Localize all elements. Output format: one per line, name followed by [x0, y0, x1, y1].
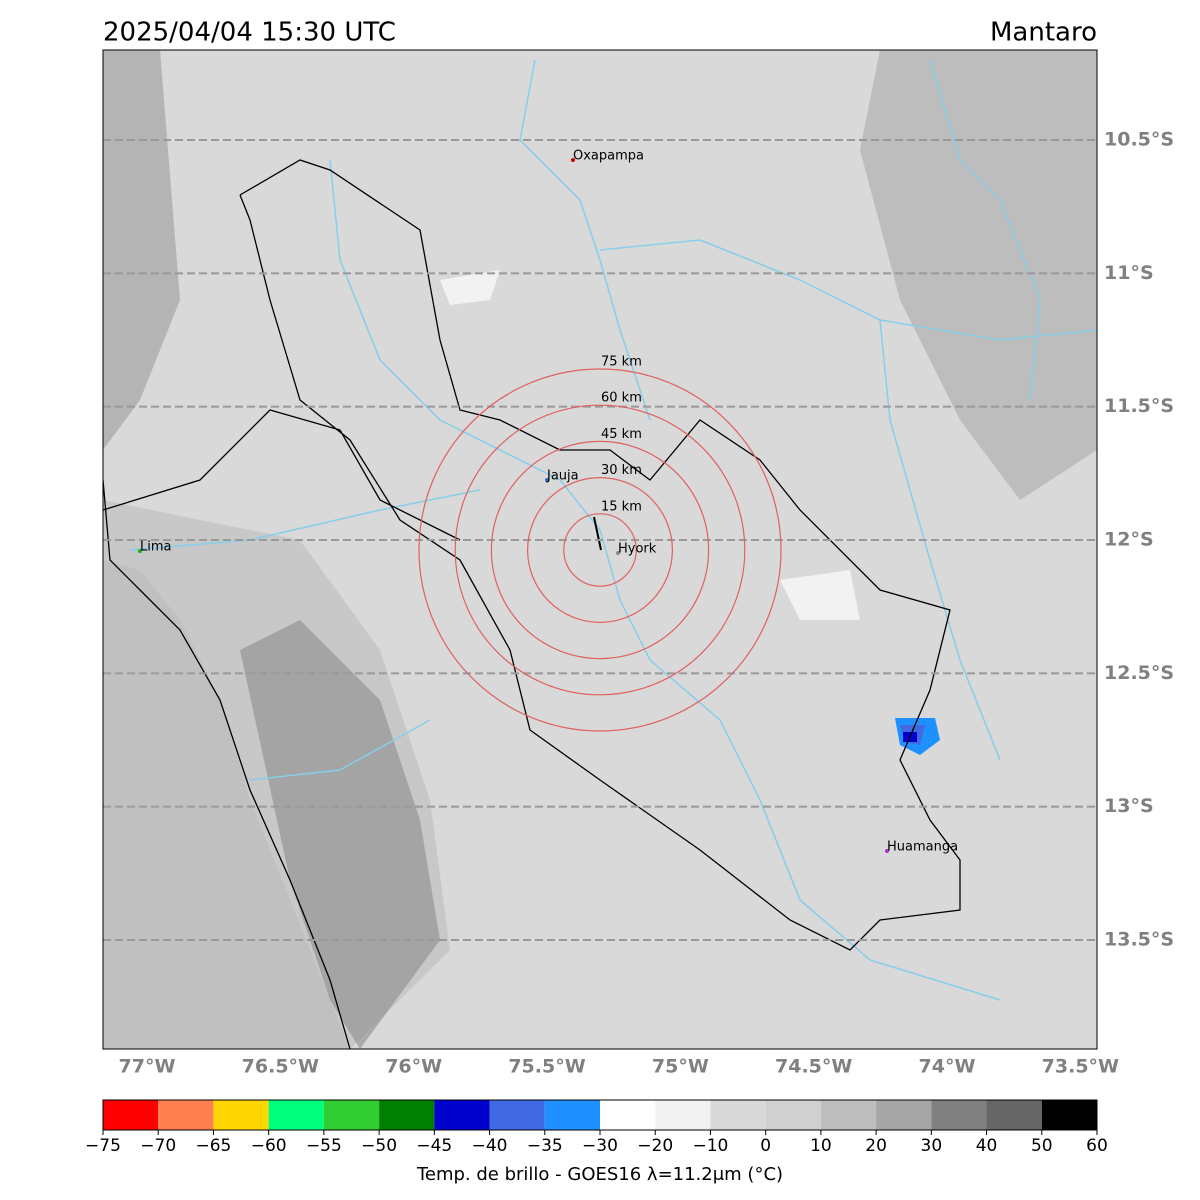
ring-label: 60 km — [601, 391, 642, 406]
colorbar-segment — [986, 1100, 1042, 1130]
colorbar-tick-label: −55 — [306, 1136, 342, 1156]
colorbar-segment — [213, 1100, 269, 1130]
lat-label: 12°S — [1104, 529, 1154, 551]
lat-label: 13°S — [1104, 795, 1154, 817]
place-label: Lima — [140, 540, 171, 555]
track — [593, 516, 602, 551]
lon-label: 75.5°W — [508, 1056, 585, 1078]
region-name: Mantaro — [990, 18, 1097, 48]
colorbar-segment — [434, 1100, 490, 1130]
lat-label: 11.5°S — [1104, 395, 1174, 417]
range-ring — [454, 404, 746, 696]
lon-label: 75°W — [652, 1056, 709, 1078]
ring-label: 75 km — [601, 355, 642, 370]
place-marker — [616, 551, 620, 555]
lon-label: 77°W — [119, 1056, 176, 1078]
coastline — [103, 479, 351, 1049]
colorbar-segment — [820, 1100, 877, 1130]
colorbar-segment — [765, 1100, 821, 1130]
colorbar-tick-label: −30 — [582, 1136, 618, 1156]
place-label: Jauja — [546, 469, 579, 484]
colorbar-segment — [600, 1100, 656, 1130]
colorbar-label: Temp. de brillo - GOES16 λ=11.2μm (°C) — [416, 1164, 783, 1185]
place-marker — [545, 478, 549, 482]
colorbar-tick-label: 20 — [865, 1136, 887, 1156]
colorbar-tick-label: −10 — [692, 1136, 728, 1156]
range-ring — [526, 477, 673, 624]
overlay: 10.5°S 11°S 11.5°S 12°S 12.5°S 13°S 13.5°S 77°W… — [85, 129, 1174, 1157]
lon-label: 73.5°W — [1042, 1056, 1119, 1078]
place-marker — [885, 849, 889, 853]
colorbar-tick-label: −40 — [472, 1136, 508, 1156]
colorbar-tick-label: 0 — [760, 1136, 771, 1156]
map-image — [103, 50, 1097, 1049]
ring-label: 30 km — [601, 463, 642, 478]
colorbar-tick-label: 30 — [921, 1136, 943, 1156]
cold-patch — [860, 50, 1097, 500]
lon-label: 74.5°W — [775, 1056, 852, 1078]
colorbar-segment — [876, 1100, 932, 1130]
colorbar-tick-label: 50 — [1031, 1136, 1053, 1156]
colorbar-segment — [655, 1100, 711, 1130]
warm-patch — [440, 270, 500, 305]
lon-label: 74°W — [919, 1056, 976, 1078]
map-frame — [102, 49, 1098, 1050]
range-ring — [563, 513, 637, 587]
colorbar-tick-label: −50 — [361, 1136, 397, 1156]
colorbar-tick-label: −65 — [195, 1136, 231, 1156]
lat-label: 13.5°S — [1104, 929, 1174, 951]
colorbar-tick-label: −60 — [251, 1136, 287, 1156]
colorbar-segment — [710, 1100, 766, 1130]
place-label: Hyork — [618, 542, 657, 557]
lon-label: 76°W — [385, 1056, 442, 1078]
colorbar-tick-label: −75 — [85, 1136, 121, 1156]
colorbar-tick-label: −20 — [637, 1136, 673, 1156]
colorbar-tick-label: −45 — [416, 1136, 452, 1156]
place-label: Oxapampa — [573, 149, 644, 164]
warm-patch — [780, 570, 860, 620]
ring-label: 45 km — [601, 427, 642, 442]
colorbar-segment — [489, 1100, 545, 1130]
lat-label: 12.5°S — [1104, 662, 1174, 684]
colorbar-segment — [158, 1100, 214, 1130]
ring-label: 15 km — [601, 499, 642, 514]
title: 2025/04/04 15:30 UTC — [103, 18, 396, 48]
colorbar-tick-label: 40 — [976, 1136, 998, 1156]
colorbar-tick-label: 60 — [1086, 1136, 1108, 1156]
colorbar-segment — [323, 1100, 380, 1130]
colorbar-segment — [544, 1100, 600, 1130]
colorbar-tick-label: −70 — [140, 1136, 176, 1156]
colorbar-segment — [268, 1100, 324, 1130]
colorbar-segment — [103, 1100, 159, 1130]
lon-label: 76.5°W — [242, 1056, 319, 1078]
colorbar-segment — [931, 1100, 987, 1130]
cold-patch — [240, 620, 440, 1049]
range-ring — [418, 368, 782, 732]
colorbar-tick-label: −35 — [527, 1136, 563, 1156]
range-ring — [490, 440, 710, 660]
department-border — [103, 409, 461, 541]
place-marker — [571, 158, 575, 162]
colorbar-segment — [1041, 1100, 1097, 1130]
rivers — [129, 59, 1097, 1001]
lat-label: 11°S — [1104, 262, 1154, 284]
cold-patch — [103, 50, 180, 450]
colorbar-tick-label: 10 — [810, 1136, 832, 1156]
place-marker — [138, 549, 142, 553]
colorbar-segment — [379, 1100, 435, 1130]
ocean — [103, 560, 350, 1049]
lat-label: 10.5°S — [1104, 129, 1174, 151]
place-label: Huamanga — [887, 840, 958, 855]
